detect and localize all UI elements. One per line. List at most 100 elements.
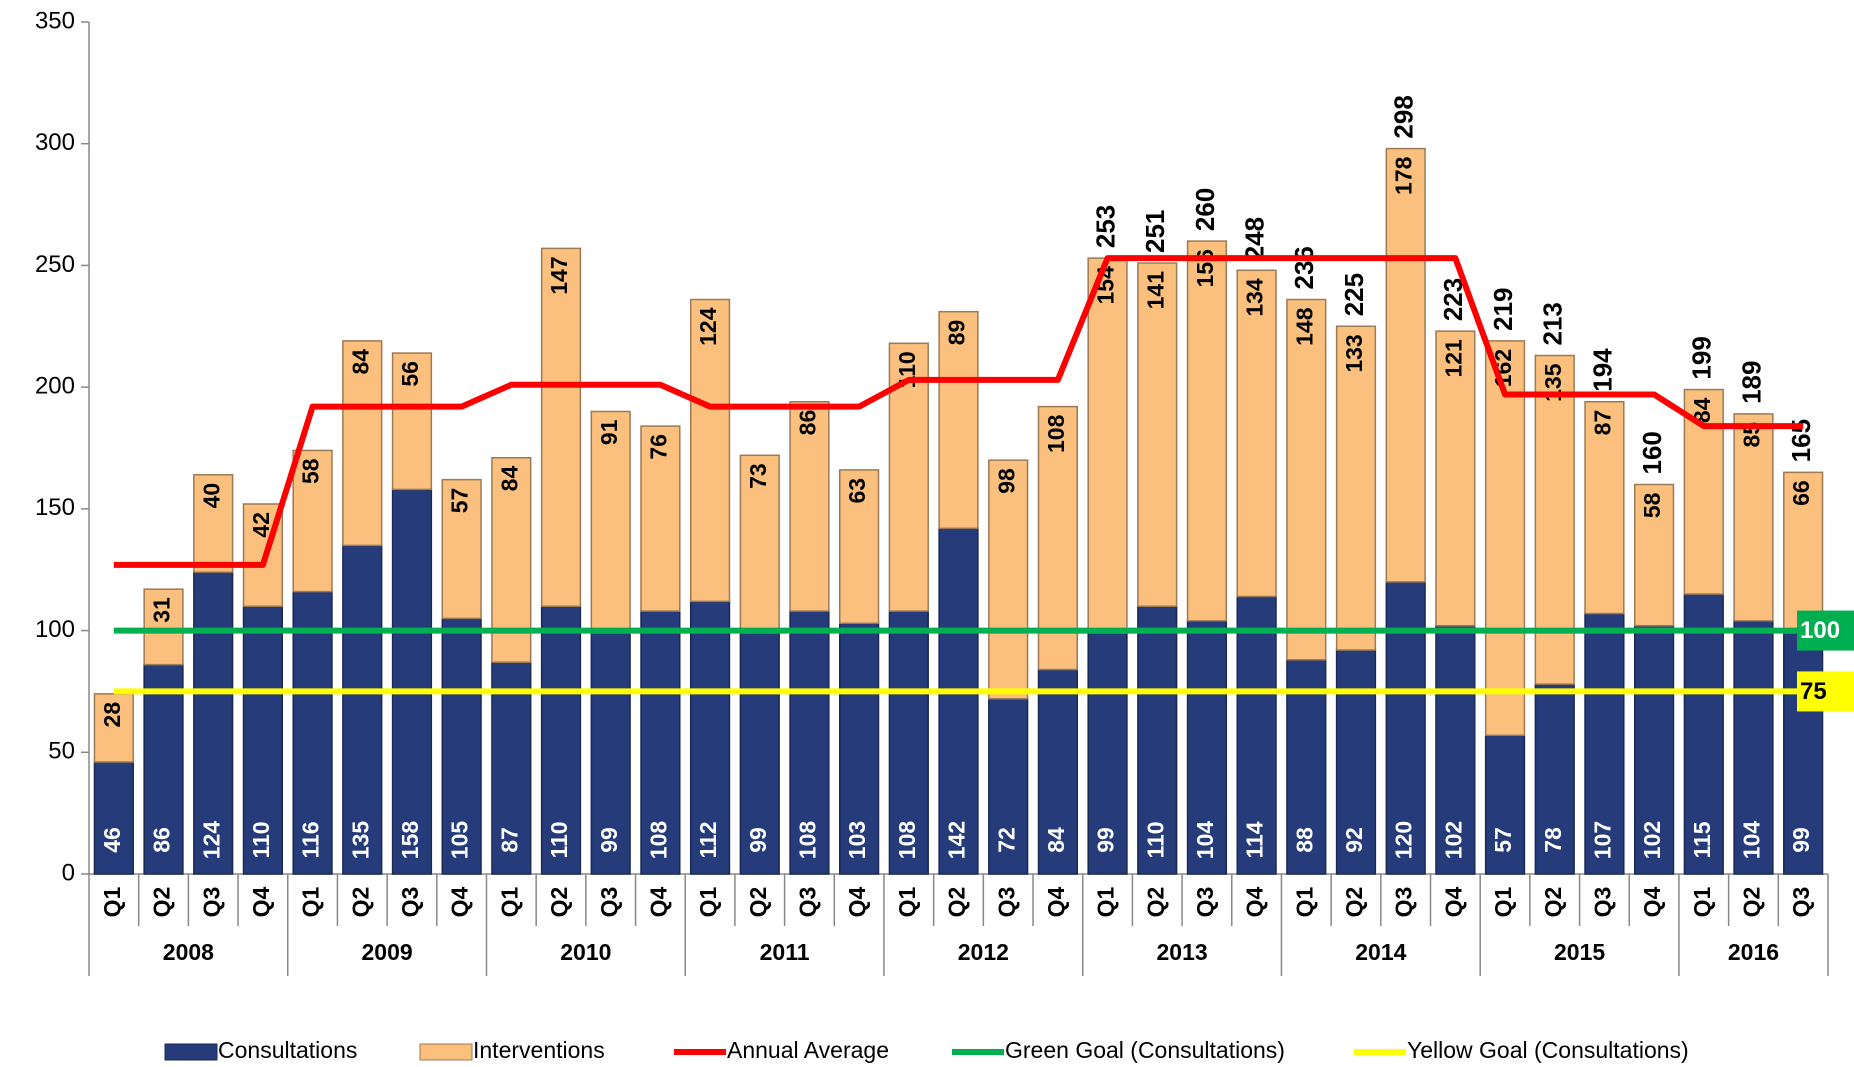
value-label: 178 [1391, 156, 1417, 195]
bar-segment [640, 610, 681, 875]
value-label: 114 [1242, 821, 1268, 858]
x-tick-label: Q3 [795, 887, 821, 918]
end-label-box [1797, 671, 1854, 712]
bar-segment [441, 478, 482, 620]
value-label: 133 [1341, 334, 1367, 372]
bar-segment [1335, 649, 1377, 875]
value-label: 87 [1589, 410, 1615, 436]
bar-segment [1783, 471, 1824, 634]
legend-label: Consultations [218, 1037, 357, 1063]
value-label: 91 [596, 419, 622, 445]
x-tick-label: Q1 [1490, 886, 1516, 917]
total-label: 225 [1339, 273, 1369, 316]
x-tick-label: Q3 [596, 887, 622, 918]
legend-label: Yellow Goal (Consultations) [1407, 1037, 1689, 1063]
value-label: 73 [745, 463, 771, 489]
bar-segment [1633, 483, 1675, 627]
x-group-label: 2011 [760, 939, 810, 965]
total-label: 213 [1538, 302, 1568, 345]
x-tick-label: Q2 [149, 887, 175, 918]
bar-segment [1286, 298, 1327, 661]
bar-segment [1236, 269, 1277, 598]
value-label: 99 [596, 827, 622, 853]
bar-segment [839, 469, 880, 625]
bar-segment [1186, 240, 1228, 622]
bar-segment [242, 605, 284, 875]
x-tick-label: Q4 [645, 886, 671, 917]
total-label: 160 [1637, 431, 1667, 474]
total-label: 248 [1239, 217, 1269, 260]
value-label: 120 [1391, 821, 1417, 859]
value-label: 56 [397, 361, 423, 387]
value-label: 63 [844, 478, 870, 504]
value-label: 84 [347, 349, 373, 375]
end-label: 100 [1800, 617, 1840, 644]
value-label: 121 [1440, 339, 1466, 378]
value-label: 135 [347, 821, 373, 860]
bar-segment [888, 610, 929, 875]
x-group-label: 2008 [163, 939, 214, 965]
y-tick-label: 50 [48, 738, 75, 765]
bar-segment [1087, 257, 1128, 634]
x-tick-label: Q1 [1689, 886, 1715, 917]
value-label: 86 [149, 827, 175, 853]
value-label: 108 [1043, 414, 1069, 453]
y-tick-label: 300 [35, 129, 75, 156]
legend-swatch [419, 1043, 473, 1061]
bar-segment [1584, 612, 1625, 875]
x-tick-label: Q2 [1341, 887, 1367, 918]
bar-segment [1534, 683, 1575, 875]
x-tick-label: Q1 [99, 886, 125, 917]
line-series [113, 255, 1804, 568]
bar-segment [1037, 405, 1078, 671]
value-label: 98 [993, 468, 1019, 494]
bar-segment [391, 352, 433, 491]
value-label: 57 [447, 488, 473, 514]
value-label: 110 [546, 821, 572, 858]
x-tick-label: Q2 [546, 887, 572, 918]
value-label: 110 [248, 821, 274, 858]
bar-segment [292, 449, 333, 593]
bar-segment [1087, 632, 1128, 875]
x-tick-label: Q1 [298, 886, 324, 917]
x-tick-label: Q4 [1043, 886, 1069, 917]
value-label: 28 [99, 702, 125, 728]
value-label: 102 [1440, 821, 1466, 859]
x-tick-label: Q2 [745, 887, 771, 918]
bar-segment [988, 459, 1029, 700]
x-tick-label: Q4 [248, 886, 274, 917]
bar-segment [1286, 659, 1327, 875]
value-label: 124 [198, 821, 224, 860]
x-tick-label: Q2 [1540, 887, 1566, 918]
value-label: 99 [1788, 827, 1814, 853]
x-tick-label: Q3 [198, 887, 224, 918]
value-label: 142 [944, 821, 970, 859]
x-tick-label: Q4 [1639, 886, 1665, 917]
value-label: 58 [1639, 492, 1665, 518]
bar-segment [1633, 624, 1675, 875]
bar-segment [689, 600, 731, 875]
bar-segment [1584, 400, 1625, 615]
value-label: 88 [1291, 827, 1317, 853]
end-label: 75 [1800, 678, 1827, 705]
bar-segment [839, 622, 880, 875]
value-label: 134 [1242, 278, 1268, 317]
bar-segment [1385, 147, 1426, 583]
bar-segment [292, 590, 333, 875]
x-tick-label: Q3 [1391, 887, 1417, 918]
y-tick-label: 250 [35, 251, 75, 278]
value-label: 116 [298, 821, 324, 858]
legend-swatch [164, 1043, 218, 1061]
x-tick-label: Q3 [397, 887, 423, 918]
total-label: 194 [1587, 348, 1617, 392]
x-tick-label: Q1 [1093, 886, 1119, 917]
y-tick-label: 200 [35, 372, 75, 399]
value-label: 40 [198, 483, 224, 509]
x-tick-label: Q2 [944, 887, 970, 918]
bar-segment [1335, 325, 1377, 651]
value-label: 78 [1540, 827, 1566, 853]
value-label: 72 [993, 827, 1019, 853]
bar-segment [540, 247, 582, 607]
value-label: 108 [645, 821, 671, 860]
value-label: 105 [447, 821, 473, 860]
